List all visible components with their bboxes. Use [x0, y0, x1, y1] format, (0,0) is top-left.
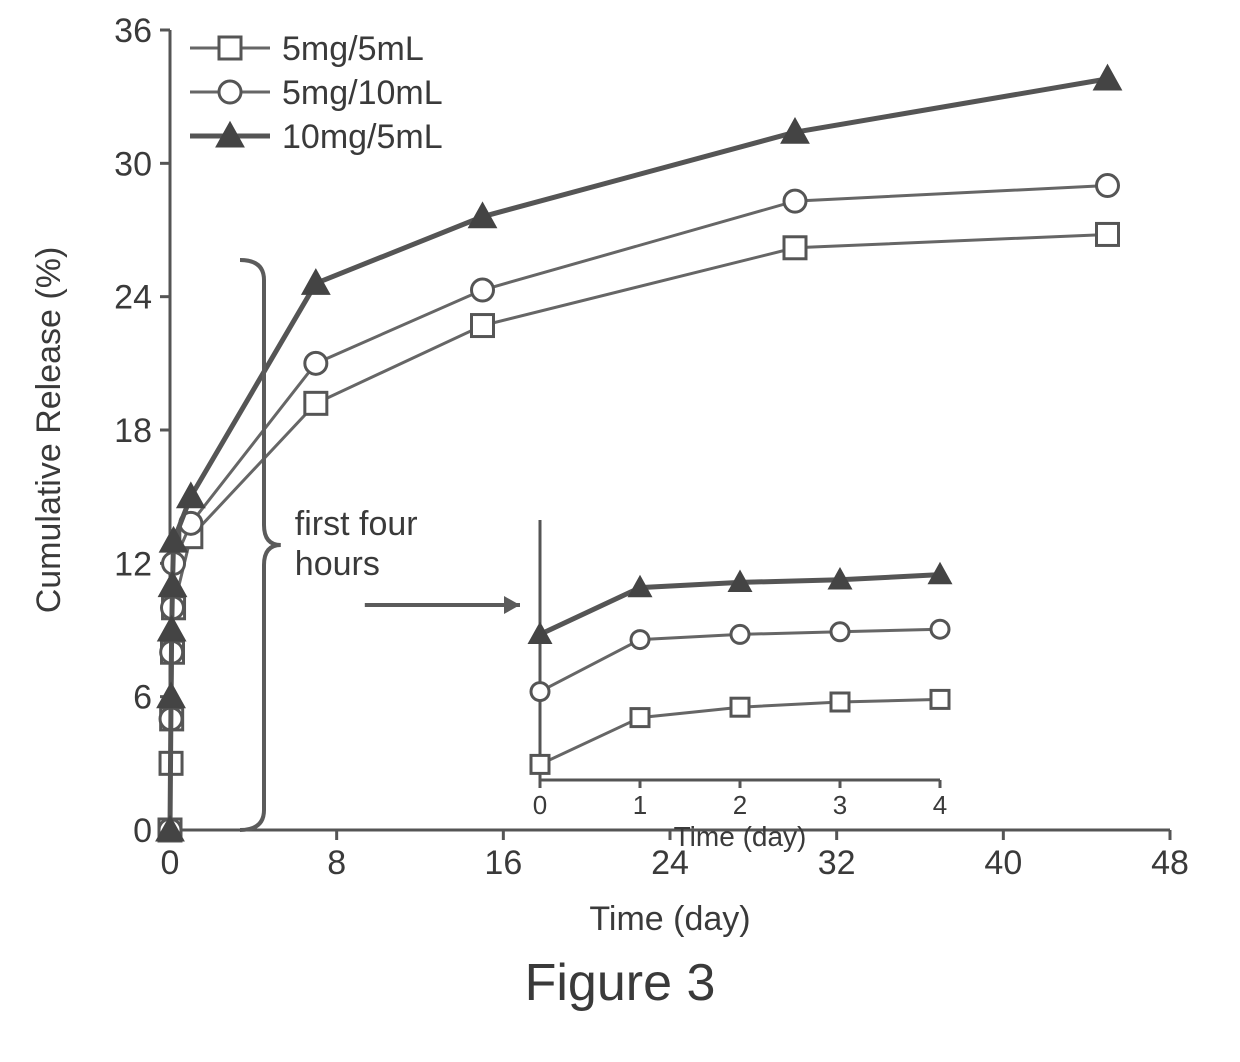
inset-series-s2: [531, 620, 949, 700]
arrow-head-icon: [504, 596, 520, 614]
annotation-text: hours: [295, 545, 380, 583]
legend-item-s3: 10mg/5mL: [190, 118, 443, 156]
x-tick-label: 40: [984, 844, 1022, 882]
inset-x-tick-label: 4: [933, 790, 947, 820]
legend-label: 5mg/10mL: [282, 74, 443, 112]
inset-series-s1: [531, 690, 949, 773]
x-tick-label: 8: [327, 844, 346, 882]
y-tick-label: 12: [114, 545, 152, 583]
annotation-text: first four: [295, 505, 418, 543]
inset-chart: 0 1 2 3 4 Time (day): [529, 520, 951, 852]
inset-x-tick-label: 1: [633, 790, 647, 820]
legend-item-s1: 5mg/5mL: [190, 30, 424, 68]
main-chart: 081624324048061218243036Time (day)Cumula…: [30, 12, 1189, 938]
y-tick-label: 6: [133, 679, 152, 717]
x-tick-label: 32: [818, 844, 856, 882]
inset-x-axis-label: Time (day): [674, 821, 807, 852]
y-tick-label: 24: [114, 279, 152, 317]
inset-x-tick-label: 0: [533, 790, 547, 820]
legend-label: 10mg/5mL: [282, 118, 443, 156]
x-tick-label: 16: [484, 844, 522, 882]
inset-x-tick-label: 3: [833, 790, 847, 820]
figure-caption: Figure 3: [525, 954, 716, 1012]
legend: 5mg/5mL 5mg/10mL 10mg/5mL: [190, 30, 443, 156]
y-tick-label: 36: [114, 12, 152, 50]
y-axis-label: Cumulative Release (%): [30, 247, 68, 614]
figure-svg: Figure 3 081624324048061218243036Time (d…: [0, 0, 1240, 1062]
inset-x-tick-label: 2: [733, 790, 747, 820]
legend-item-s2: 5mg/10mL: [190, 74, 443, 112]
y-tick-label: 30: [114, 145, 152, 183]
brace-icon: [240, 260, 281, 830]
legend-label: 5mg/5mL: [282, 30, 424, 68]
x-tick-label: 0: [161, 844, 180, 882]
y-tick-label: 18: [114, 412, 152, 450]
x-tick-label: 48: [1151, 844, 1189, 882]
x-axis-label: Time (day): [589, 900, 750, 938]
y-tick-label: 0: [133, 812, 152, 850]
